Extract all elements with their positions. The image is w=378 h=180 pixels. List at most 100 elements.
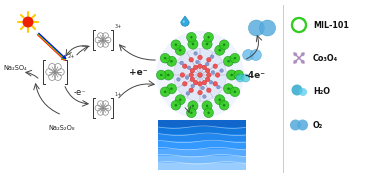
Circle shape (175, 104, 177, 107)
Circle shape (203, 95, 206, 98)
Circle shape (202, 80, 207, 85)
Circle shape (211, 71, 215, 74)
Circle shape (204, 32, 214, 42)
Circle shape (191, 84, 195, 88)
Circle shape (198, 73, 202, 77)
Circle shape (237, 74, 240, 76)
Circle shape (202, 101, 212, 111)
Circle shape (293, 52, 297, 56)
Circle shape (180, 73, 185, 77)
Circle shape (297, 57, 301, 59)
Circle shape (301, 60, 305, 64)
Circle shape (290, 120, 301, 130)
Circle shape (23, 17, 34, 28)
Circle shape (236, 74, 244, 82)
Polygon shape (181, 16, 189, 26)
Circle shape (208, 36, 210, 39)
Circle shape (301, 52, 305, 56)
Circle shape (188, 39, 198, 49)
Circle shape (198, 64, 202, 68)
Circle shape (198, 55, 202, 60)
Circle shape (223, 84, 234, 94)
Circle shape (297, 120, 308, 130)
Circle shape (206, 105, 208, 107)
Circle shape (170, 87, 173, 90)
Circle shape (218, 98, 221, 101)
Text: 3+: 3+ (114, 24, 121, 29)
Circle shape (166, 84, 177, 94)
Circle shape (190, 68, 195, 73)
Circle shape (223, 56, 234, 66)
Circle shape (160, 53, 170, 63)
Circle shape (179, 98, 181, 101)
Bar (158, 163, 246, 170)
Circle shape (175, 45, 185, 55)
Circle shape (201, 86, 204, 90)
Circle shape (213, 64, 217, 68)
Circle shape (53, 70, 57, 74)
Circle shape (242, 74, 250, 82)
Circle shape (205, 77, 210, 82)
Circle shape (198, 82, 202, 86)
Circle shape (219, 40, 229, 50)
Circle shape (188, 101, 198, 111)
Bar (158, 148, 246, 156)
Circle shape (190, 112, 193, 114)
Circle shape (206, 73, 211, 77)
Circle shape (190, 77, 195, 82)
Circle shape (230, 53, 240, 63)
Circle shape (298, 31, 300, 33)
Circle shape (189, 57, 194, 62)
Circle shape (234, 70, 243, 80)
Circle shape (303, 19, 305, 21)
Circle shape (217, 85, 220, 89)
Circle shape (189, 73, 194, 77)
Circle shape (164, 91, 166, 93)
Circle shape (215, 95, 225, 105)
Text: -e⁻: -e⁻ (74, 87, 86, 96)
Circle shape (164, 57, 166, 59)
Circle shape (215, 73, 220, 77)
Circle shape (206, 88, 211, 93)
Circle shape (291, 24, 293, 26)
Circle shape (192, 43, 194, 45)
Circle shape (194, 52, 197, 55)
Text: -4e⁻: -4e⁻ (245, 71, 265, 80)
Circle shape (183, 82, 187, 86)
Circle shape (195, 60, 199, 64)
Circle shape (291, 84, 302, 96)
Circle shape (260, 20, 276, 36)
Circle shape (180, 61, 183, 65)
Circle shape (219, 100, 229, 110)
Circle shape (234, 57, 236, 59)
Circle shape (186, 91, 190, 95)
Circle shape (248, 20, 264, 36)
Circle shape (193, 65, 198, 70)
Circle shape (175, 95, 185, 105)
Circle shape (156, 31, 244, 119)
Circle shape (220, 69, 223, 73)
Circle shape (293, 60, 297, 64)
Circle shape (185, 76, 189, 79)
Circle shape (243, 50, 254, 60)
Circle shape (189, 88, 194, 93)
Text: Na₂S₂O₈: Na₂S₂O₈ (49, 125, 75, 131)
Circle shape (210, 55, 214, 58)
Circle shape (250, 50, 261, 60)
Circle shape (163, 70, 174, 80)
Circle shape (174, 49, 226, 101)
Circle shape (202, 65, 207, 70)
Circle shape (223, 104, 225, 107)
Circle shape (206, 43, 208, 45)
Text: 2+: 2+ (68, 54, 75, 59)
Circle shape (171, 40, 181, 50)
Circle shape (166, 56, 177, 66)
Circle shape (215, 45, 225, 55)
Circle shape (160, 74, 163, 76)
Circle shape (175, 44, 177, 46)
Circle shape (218, 49, 221, 51)
Circle shape (208, 112, 210, 114)
Circle shape (227, 70, 237, 80)
Circle shape (305, 24, 307, 26)
Circle shape (223, 44, 225, 46)
